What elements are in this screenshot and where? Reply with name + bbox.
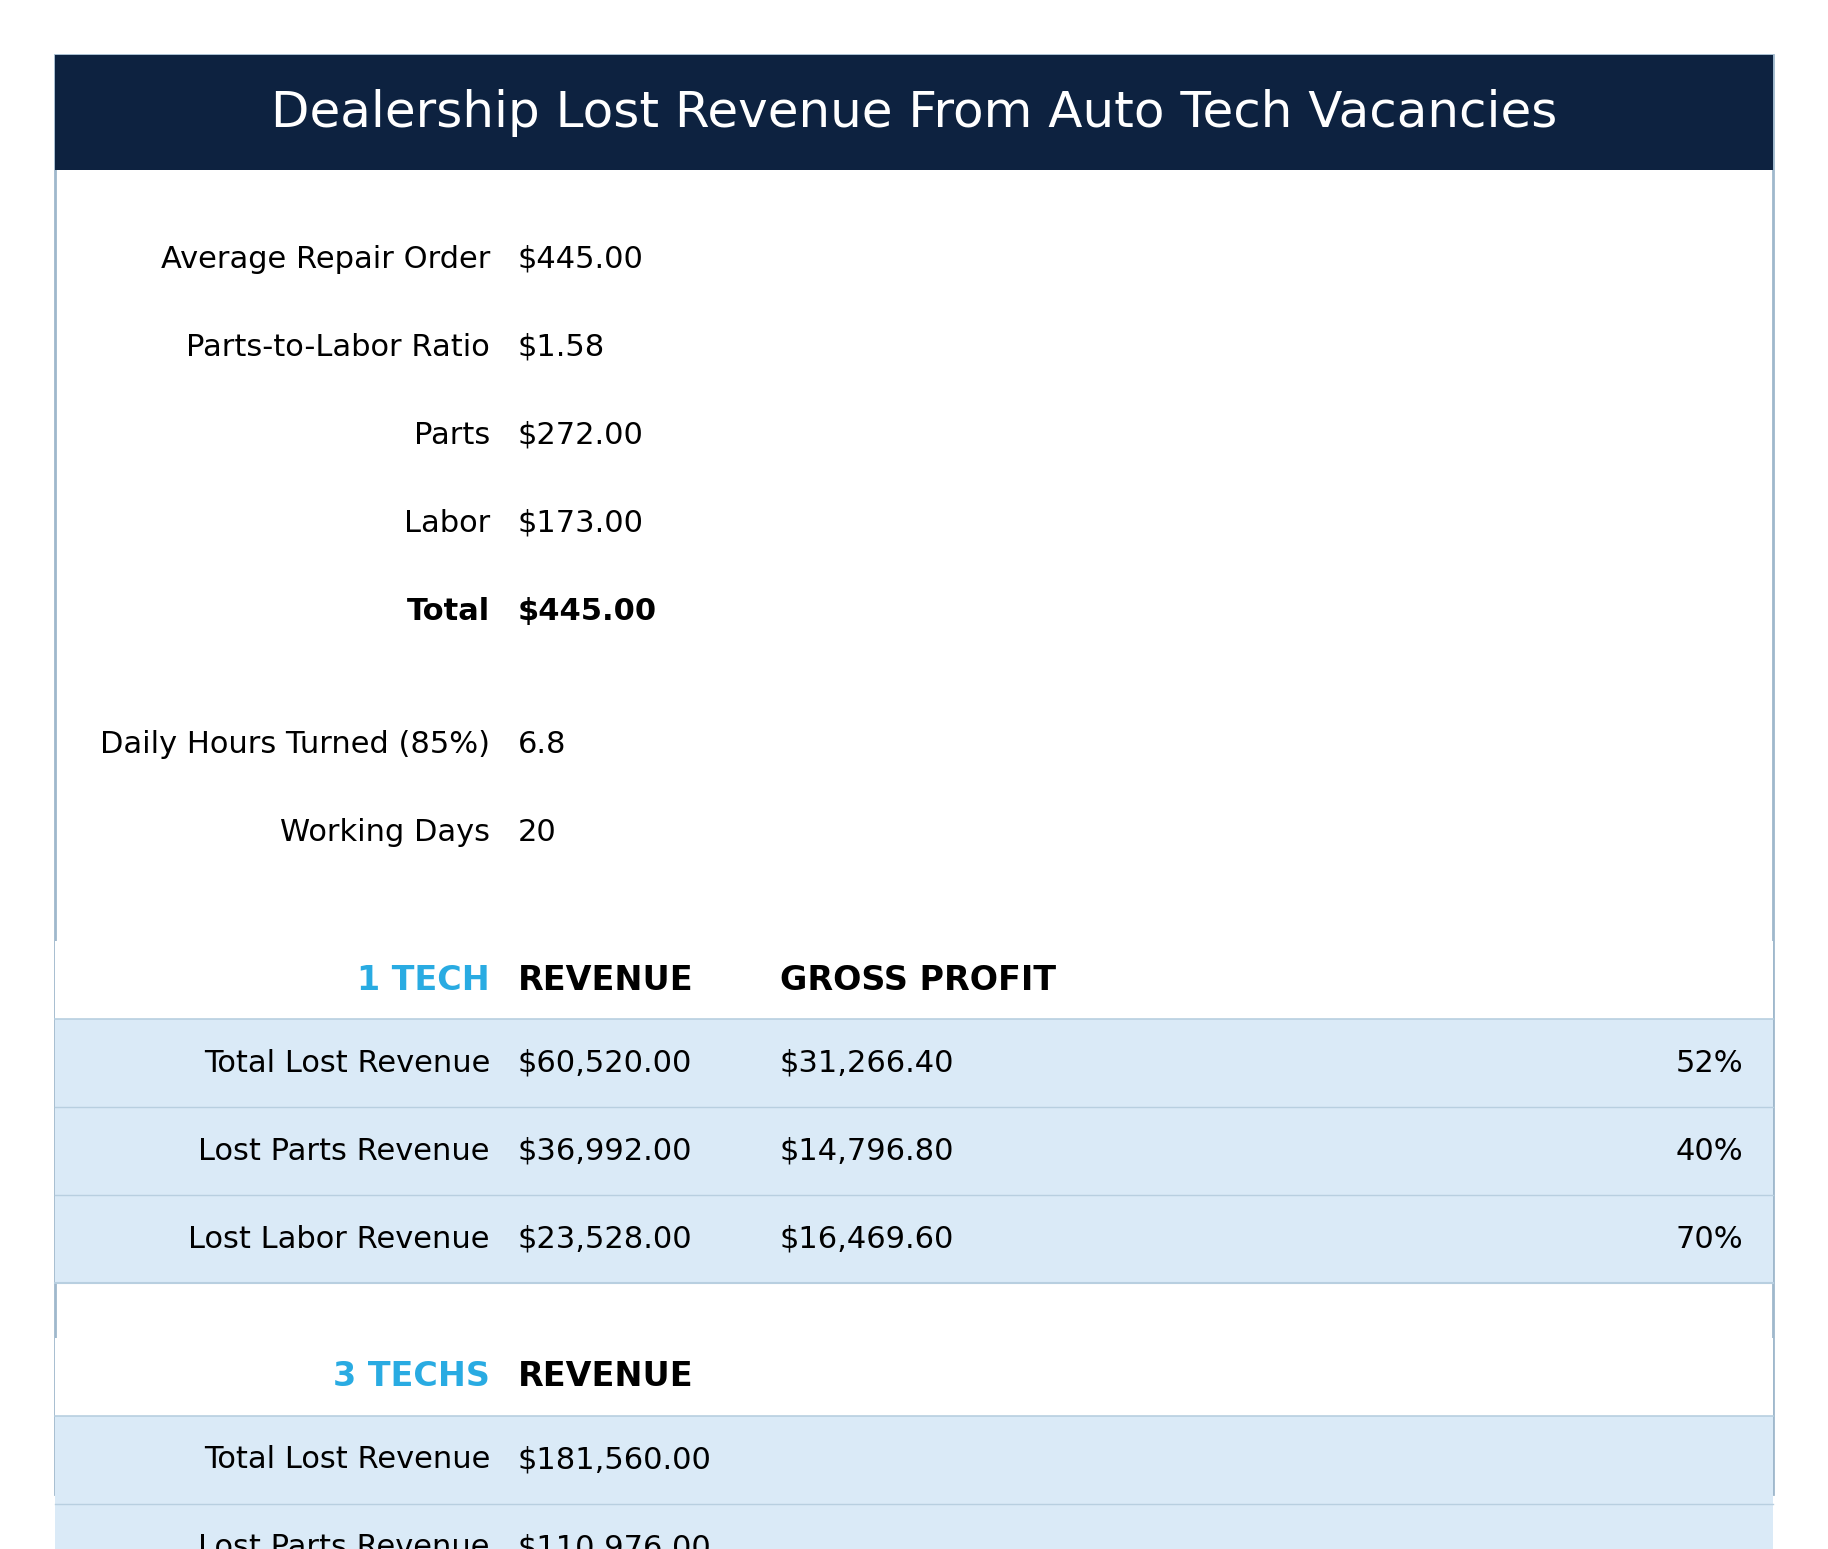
Bar	[55, 1019, 1773, 1283]
Text: GROSS PROFIT: GROSS PROFIT	[781, 963, 1057, 996]
Bar	[55, 1338, 1773, 1416]
Text: Average Repair Order: Average Repair Order	[161, 245, 490, 274]
Text: $1.58: $1.58	[517, 333, 605, 361]
Text: 1 TECH: 1 TECH	[356, 963, 490, 996]
Text: Lost Labor Revenue: Lost Labor Revenue	[188, 1225, 490, 1253]
Text: $445.00: $445.00	[517, 245, 643, 274]
Text: Dealership Lost Revenue From Auto Tech Vacancies: Dealership Lost Revenue From Auto Tech V…	[271, 88, 1557, 136]
Text: $36,992.00: $36,992.00	[517, 1137, 693, 1165]
Text: Parts: Parts	[413, 420, 490, 449]
Text: 6.8: 6.8	[517, 730, 567, 759]
Bar	[55, 940, 1773, 1019]
Text: $272.00: $272.00	[517, 420, 643, 449]
Text: REVENUE: REVENUE	[517, 1360, 693, 1394]
Text: 3 TECHS: 3 TECHS	[333, 1360, 490, 1394]
Bar	[55, 56, 1773, 170]
Text: $16,469.60: $16,469.60	[781, 1225, 954, 1253]
Text: 20: 20	[517, 818, 558, 846]
Text: Total: Total	[408, 596, 490, 626]
Text: Lost Parts Revenue: Lost Parts Revenue	[199, 1137, 490, 1165]
Text: $31,266.40: $31,266.40	[781, 1049, 954, 1078]
Text: Parts-to-Labor Ratio: Parts-to-Labor Ratio	[186, 333, 490, 361]
Text: Daily Hours Turned (85%): Daily Hours Turned (85%)	[101, 730, 490, 759]
Text: Total Lost Revenue: Total Lost Revenue	[203, 1445, 490, 1475]
Text: 40%: 40%	[1676, 1137, 1744, 1165]
Text: $445.00: $445.00	[517, 596, 656, 626]
Text: $14,796.80: $14,796.80	[781, 1137, 954, 1165]
Text: 52%: 52%	[1676, 1049, 1744, 1078]
Text: $181,560.00: $181,560.00	[517, 1445, 711, 1475]
Text: Working Days: Working Days	[280, 818, 490, 846]
Bar	[55, 1416, 1773, 1549]
Text: Lost Parts Revenue: Lost Parts Revenue	[199, 1534, 490, 1549]
Text: Labor: Labor	[404, 508, 490, 538]
Text: 70%: 70%	[1676, 1225, 1744, 1253]
Text: $110,976.00: $110,976.00	[517, 1534, 711, 1549]
Text: $23,528.00: $23,528.00	[517, 1225, 693, 1253]
Text: $60,520.00: $60,520.00	[517, 1049, 693, 1078]
Text: $173.00: $173.00	[517, 508, 643, 538]
Text: REVENUE: REVENUE	[517, 963, 693, 996]
Text: Total Lost Revenue: Total Lost Revenue	[203, 1049, 490, 1078]
